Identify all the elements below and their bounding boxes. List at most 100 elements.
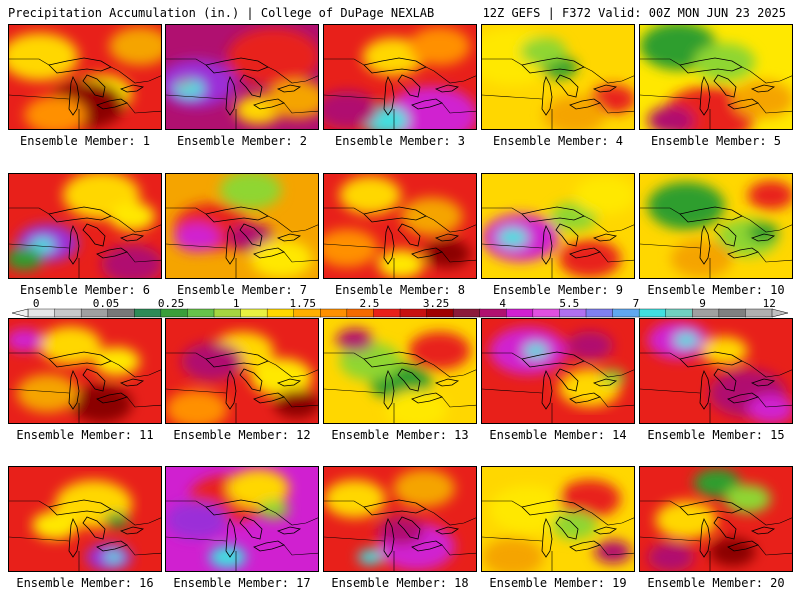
ensemble-panel bbox=[8, 173, 162, 279]
precip-region bbox=[543, 96, 606, 129]
precip-region bbox=[670, 239, 733, 278]
boundary-line bbox=[324, 94, 476, 129]
lake-outline bbox=[750, 84, 776, 93]
boundary-line bbox=[482, 207, 634, 233]
lake-outline bbox=[82, 74, 106, 98]
precip-region bbox=[32, 510, 79, 540]
colorbar-tick-label: 0.05 bbox=[92, 297, 120, 310]
precip-region bbox=[566, 331, 613, 360]
precip-region bbox=[724, 484, 771, 514]
precip-region bbox=[709, 537, 756, 567]
lake-outline bbox=[225, 224, 237, 265]
precip-map bbox=[324, 467, 476, 571]
lake-outline bbox=[119, 84, 145, 93]
ensemble-member-label: Ensemble Member: 6 bbox=[19, 283, 151, 297]
lake-outline bbox=[397, 223, 421, 247]
precip-region bbox=[166, 500, 228, 540]
precip-region bbox=[559, 239, 621, 278]
colorbar-swatch bbox=[665, 308, 693, 318]
precip-map bbox=[482, 25, 634, 129]
boundary-line bbox=[482, 352, 634, 378]
lake-outline bbox=[239, 223, 263, 247]
lake-outline bbox=[48, 499, 112, 516]
precip-region bbox=[482, 538, 544, 571]
precip-region bbox=[324, 479, 386, 518]
lake-outline bbox=[679, 499, 743, 516]
map-title: Precipitation Accumulation (in.) | Colle… bbox=[8, 6, 435, 20]
boundary-line bbox=[166, 352, 318, 378]
lake-outline bbox=[541, 75, 553, 116]
lake-outline bbox=[713, 223, 737, 247]
precip-region bbox=[109, 27, 161, 66]
boundary-line bbox=[482, 388, 634, 423]
precip-region bbox=[385, 390, 448, 423]
colorbar-swatch bbox=[107, 308, 135, 318]
colorbar-swatch bbox=[426, 308, 454, 318]
colorbar-swatch bbox=[532, 308, 561, 318]
colorbar-swatch bbox=[134, 308, 162, 318]
colorbar-left-arrow bbox=[11, 308, 29, 318]
lake-outline bbox=[521, 499, 585, 516]
ensemble-panel bbox=[323, 318, 477, 424]
colorbar-swatch bbox=[187, 308, 215, 318]
precip-region bbox=[424, 239, 471, 268]
colorbar-swatch bbox=[346, 308, 375, 318]
boundary-line bbox=[324, 536, 476, 571]
lake-outline bbox=[699, 517, 711, 558]
lake-outline bbox=[119, 526, 145, 535]
colorbar-tick-label: 0 bbox=[32, 297, 40, 310]
lake-outline bbox=[383, 517, 395, 558]
boundary-line bbox=[9, 536, 161, 571]
precip-map bbox=[482, 467, 634, 571]
colorbar-tick-label: 2.5 bbox=[359, 297, 380, 310]
lake-outline bbox=[541, 369, 553, 410]
ensemble-panel bbox=[323, 173, 477, 279]
boundary-line bbox=[9, 243, 161, 278]
lake-outline bbox=[82, 223, 106, 247]
lake-outline bbox=[82, 516, 106, 540]
ensemble-member-label: Ensemble Member: 5 bbox=[650, 134, 782, 148]
precip-region bbox=[209, 545, 247, 569]
precip-region bbox=[227, 469, 290, 508]
lake-outline bbox=[592, 378, 618, 387]
ensemble-member-label: Ensemble Member: 4 bbox=[492, 134, 624, 148]
precip-map bbox=[640, 467, 792, 571]
colorbar-swatch bbox=[373, 308, 401, 318]
ensemble-member-label: Ensemble Member: 1 bbox=[19, 134, 151, 148]
precip-region bbox=[600, 369, 626, 385]
ensemble-panel bbox=[165, 24, 319, 130]
lake-outline bbox=[48, 351, 112, 368]
precip-region bbox=[173, 223, 220, 252]
precip-region bbox=[693, 43, 756, 82]
precip-map bbox=[9, 467, 161, 571]
boundary-line bbox=[166, 94, 318, 129]
lake-outline bbox=[363, 206, 427, 223]
colorbar-swatch bbox=[54, 308, 82, 318]
ensemble-panel bbox=[481, 173, 635, 279]
precip-map bbox=[640, 319, 792, 423]
precip-map bbox=[640, 25, 792, 129]
boundary-line bbox=[482, 94, 634, 129]
precip-region bbox=[357, 549, 383, 565]
precip-region bbox=[497, 228, 529, 248]
precip-region bbox=[166, 390, 228, 423]
colorbar-tick-label: 1.75 bbox=[289, 297, 317, 310]
boundary-line bbox=[9, 500, 161, 526]
lake-outline bbox=[434, 378, 460, 387]
lake-outline bbox=[119, 233, 145, 242]
boundary-line bbox=[640, 94, 792, 129]
colorbar-swatch bbox=[638, 308, 667, 318]
ensemble-panel bbox=[639, 318, 793, 424]
ensemble-member-label: Ensemble Member: 2 bbox=[176, 134, 308, 148]
precip-map bbox=[324, 174, 476, 278]
lake-outline bbox=[434, 84, 460, 93]
lake-outline bbox=[592, 526, 618, 535]
lake-outline bbox=[679, 57, 743, 74]
lake-outline bbox=[555, 516, 579, 540]
boundary-line bbox=[640, 207, 792, 233]
lake-outline bbox=[750, 378, 776, 387]
boundary-line bbox=[482, 500, 634, 526]
colorbar-swatch bbox=[240, 308, 268, 318]
ensemble-panel bbox=[639, 173, 793, 279]
precip-map bbox=[166, 25, 318, 129]
